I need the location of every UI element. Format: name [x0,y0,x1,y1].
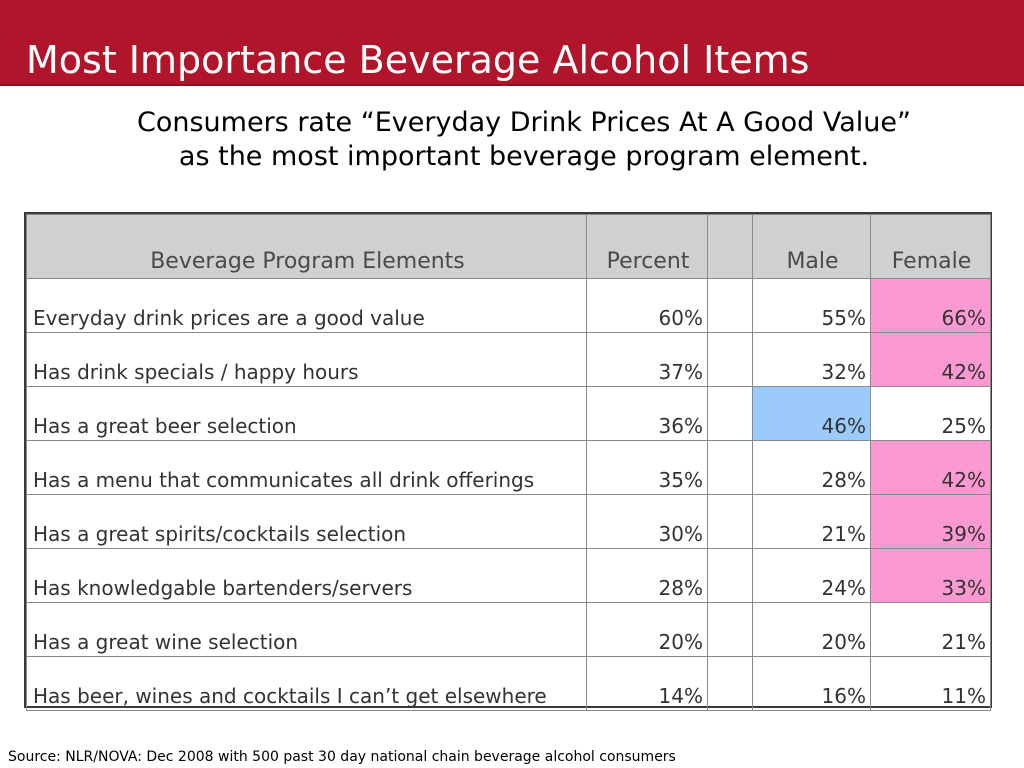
header-female: Female [870,214,991,279]
row-element: Has a great wine selection [26,602,587,657]
table-row: Has a great spirits/cocktails selection 3… [26,494,991,549]
table-row: Has a great beer selection 36% 46% 25% [26,386,991,441]
row-female: 11% [870,656,991,711]
row-percent: 20% [586,602,708,657]
slide-title: Most Importance Beverage Alcohol Items [26,38,810,82]
source-note: Source: NLR/NOVA: Dec 2008 with 500 past… [8,749,676,765]
row-percent: 30% [586,494,708,549]
row-percent: 60% [586,278,708,333]
row-element: Everyday drink prices are a good value [26,278,587,333]
row-female: 42% [870,440,991,495]
row-female: 33% [870,548,991,603]
table-row: Has beer, wines and cocktails I can’t ge… [26,656,991,711]
row-element: Has drink specials / happy hours [26,332,587,387]
row-female: 21% [870,602,991,657]
row-gap [707,278,753,333]
row-male: 21% [752,494,871,549]
header-male: Male [752,214,871,279]
row-gap [707,656,753,711]
header-elements: Beverage Program Elements [26,214,587,279]
header-percent: Percent [586,214,708,279]
row-male: 16% [752,656,871,711]
subtitle-line-2: as the most important beverage program e… [178,141,870,172]
row-female: 39% [870,494,991,549]
row-percent: 28% [586,548,708,603]
row-male: 46% [752,386,871,441]
beverage-program-table: Beverage Program Elements Percent Male F… [26,214,991,711]
row-percent: 36% [586,386,708,441]
table-row: Has a menu that communicates all drink o… [26,440,991,495]
row-female: 42% [870,332,991,387]
row-male: 55% [752,278,871,333]
title-bar-divider [0,84,1024,86]
subtitle-line-1: Consumers rate “Everyday Drink Prices At… [137,107,911,138]
row-gap [707,602,753,657]
row-male: 20% [752,602,871,657]
row-gap [707,440,753,495]
table-row: Has knowledgable bartenders/servers 28% 24… [26,548,991,603]
row-percent: 37% [586,332,708,387]
beverage-table-frame: Beverage Program Elements Percent Male F… [24,212,992,711]
row-element: Has a menu that communicates all drink o… [26,440,587,495]
row-element: Has a great spirits/cocktails selection [26,494,587,549]
row-male: 24% [752,548,871,603]
table-row: Has drink specials / happy hours 37% 32% 42… [26,332,991,387]
row-male: 32% [752,332,871,387]
table-row: Has a great wine selection 20% 20% 21% [26,602,991,657]
row-gap [707,494,753,549]
title-bar [0,0,1024,86]
row-element: Has a great beer selection [26,386,587,441]
table-row: Everyday drink prices are a good value 60… [26,278,991,333]
row-gap [707,548,753,603]
row-male: 28% [752,440,871,495]
row-female: 66% [870,278,991,333]
row-female: 25% [870,386,991,441]
slide-subtitle: Consumers rate “Everyday Drink Prices At… [0,106,1024,174]
row-percent: 35% [586,440,708,495]
row-element: Has beer, wines and cocktails I can’t ge… [26,656,587,711]
row-gap [707,386,753,441]
row-percent: 14% [586,656,708,711]
row-element: Has knowledgable bartenders/servers [26,548,587,603]
table-body: Everyday drink prices are a good value 60… [26,278,991,711]
row-gap [707,332,753,387]
header-gap [707,214,753,279]
table-header-row: Beverage Program Elements Percent Male F… [26,214,991,279]
